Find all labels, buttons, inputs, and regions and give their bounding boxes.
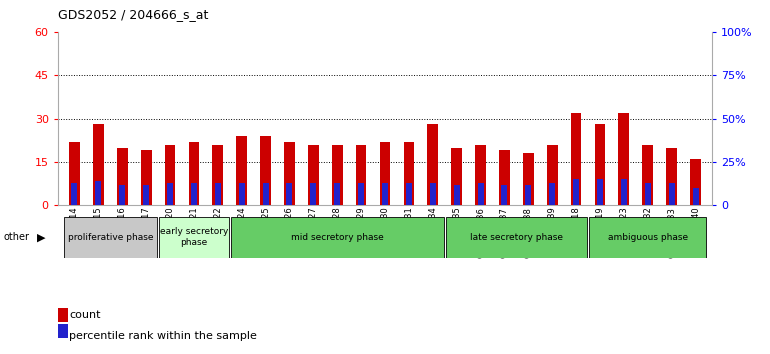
Bar <box>95 181 102 205</box>
Bar <box>594 124 605 205</box>
Bar <box>406 183 412 205</box>
Bar <box>263 183 269 205</box>
Bar <box>72 183 78 205</box>
Bar <box>69 142 80 205</box>
Bar <box>236 136 247 205</box>
Bar <box>143 184 149 205</box>
Bar <box>165 144 176 205</box>
Bar <box>93 124 104 205</box>
Text: ▶: ▶ <box>37 232 45 242</box>
Bar <box>141 150 152 205</box>
Bar <box>523 153 534 205</box>
Bar <box>549 183 555 205</box>
Bar <box>621 179 627 205</box>
Bar <box>117 148 128 205</box>
Bar <box>119 184 126 205</box>
Bar <box>159 217 229 258</box>
Bar <box>573 179 579 205</box>
Bar <box>239 183 245 205</box>
Bar <box>213 144 223 205</box>
Bar <box>189 142 199 205</box>
Bar <box>690 159 701 205</box>
Bar <box>499 150 510 205</box>
Text: mid secretory phase: mid secretory phase <box>291 233 383 242</box>
Bar <box>215 183 221 205</box>
Text: late secretory phase: late secretory phase <box>470 233 563 242</box>
Bar <box>446 217 587 258</box>
Bar <box>260 136 271 205</box>
Bar <box>668 183 675 205</box>
Text: count: count <box>69 310 101 320</box>
Text: other: other <box>4 232 30 242</box>
Bar <box>380 142 390 205</box>
Text: percentile rank within the sample: percentile rank within the sample <box>69 331 257 341</box>
Bar <box>231 217 444 258</box>
Bar <box>430 183 436 205</box>
Text: GDS2052 / 204666_s_at: GDS2052 / 204666_s_at <box>58 8 208 21</box>
Text: proliferative phase: proliferative phase <box>68 233 153 242</box>
Bar <box>547 144 557 205</box>
Bar <box>451 148 462 205</box>
Bar <box>358 183 364 205</box>
Bar <box>286 183 293 205</box>
Bar <box>356 144 367 205</box>
Bar <box>692 188 698 205</box>
Bar <box>332 144 343 205</box>
Bar <box>310 183 316 205</box>
Bar <box>308 144 319 205</box>
Bar <box>64 217 157 258</box>
Bar <box>597 179 603 205</box>
Bar <box>642 144 653 205</box>
Bar <box>167 183 173 205</box>
Bar <box>403 142 414 205</box>
Bar <box>644 183 651 205</box>
Bar <box>501 184 507 205</box>
Bar <box>191 183 197 205</box>
Bar <box>382 183 388 205</box>
Bar <box>427 124 438 205</box>
Bar <box>454 184 460 205</box>
Bar <box>571 113 581 205</box>
Bar <box>666 148 677 205</box>
Text: early secretory
phase: early secretory phase <box>159 228 228 247</box>
Bar <box>284 142 295 205</box>
Bar <box>475 144 486 205</box>
Bar <box>589 217 706 258</box>
Bar <box>525 184 531 205</box>
Bar <box>477 183 484 205</box>
Bar <box>618 113 629 205</box>
Text: ambiguous phase: ambiguous phase <box>608 233 688 242</box>
Bar <box>334 183 340 205</box>
